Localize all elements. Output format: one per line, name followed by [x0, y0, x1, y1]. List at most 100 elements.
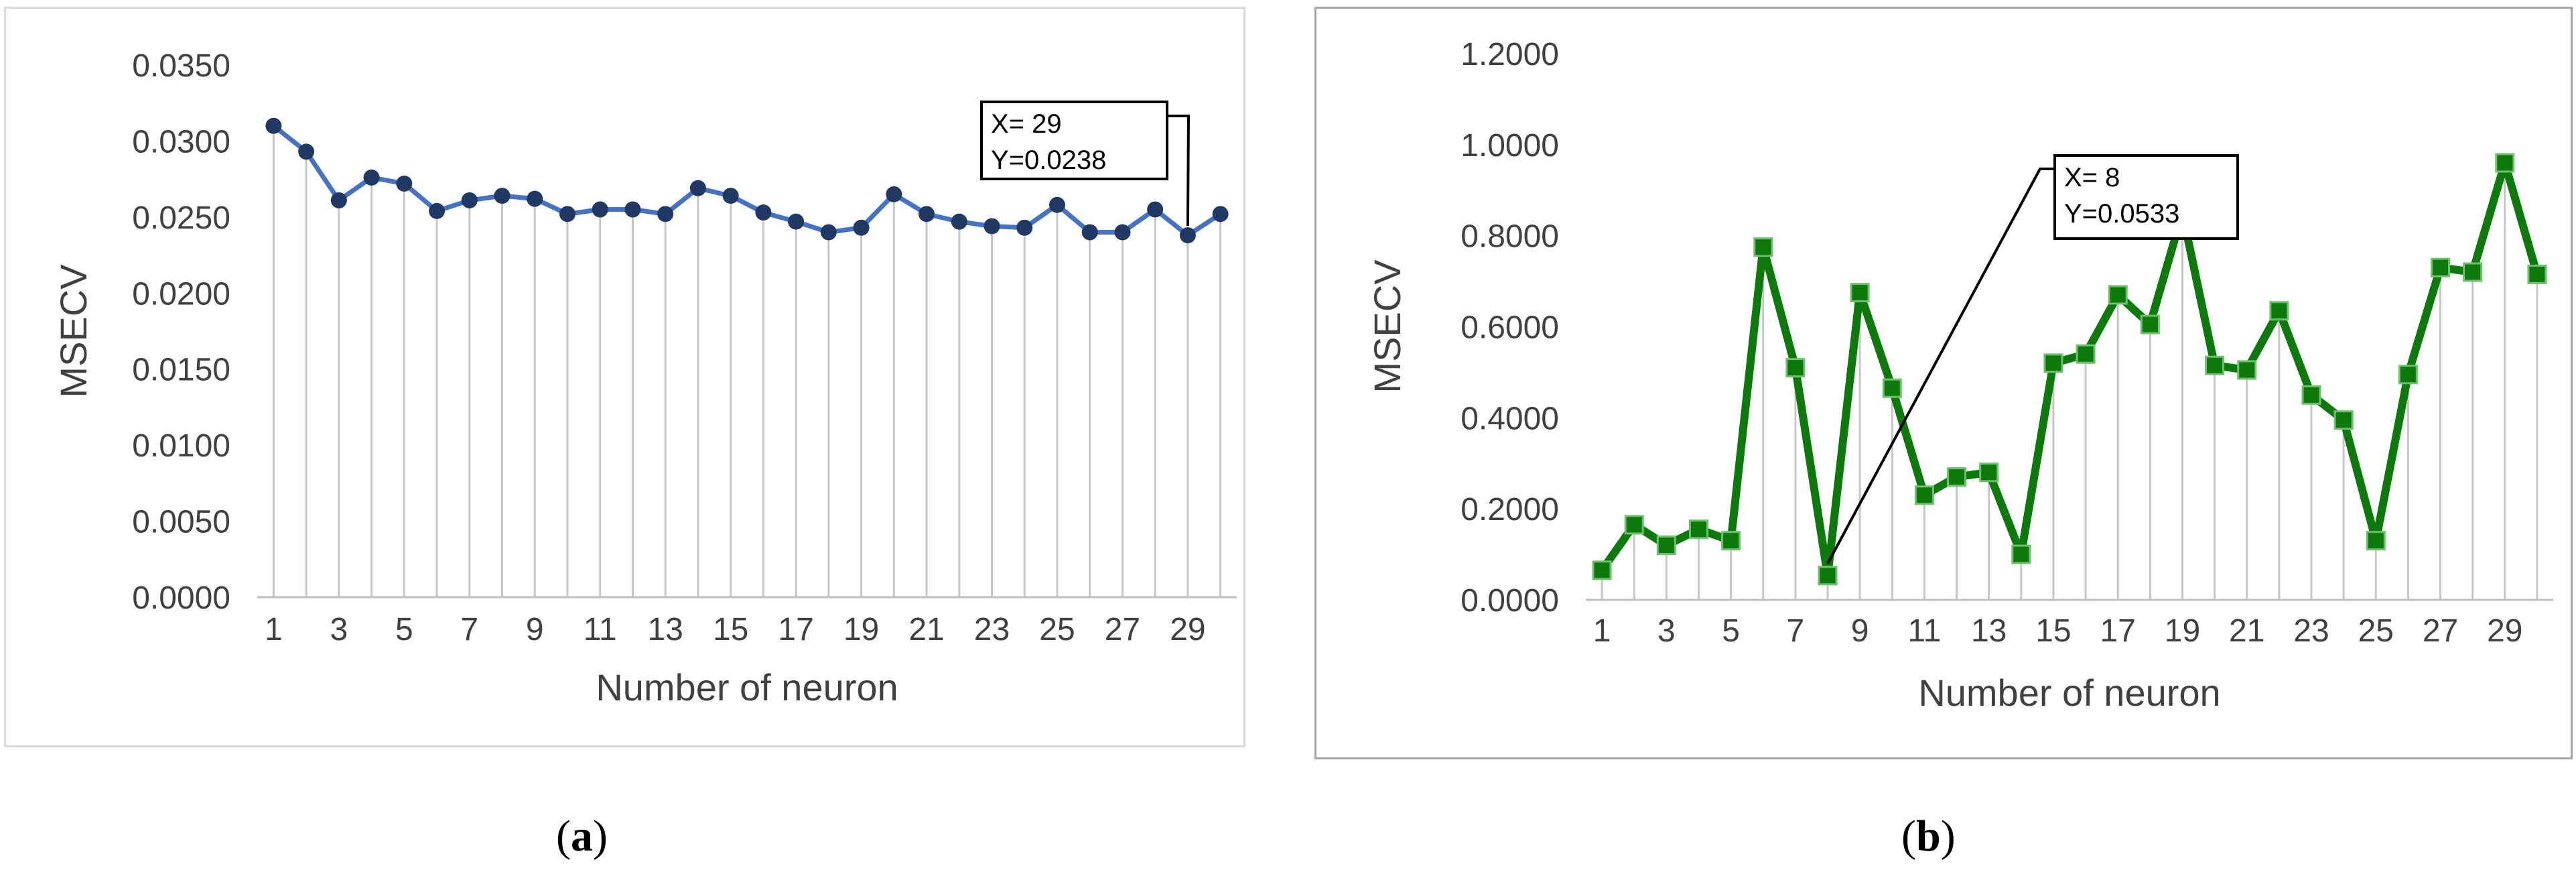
data-point: [527, 190, 543, 207]
data-point: [1979, 462, 1999, 483]
data-point: [2043, 353, 2063, 373]
data-point: [886, 186, 902, 202]
annotation-leader-line: [1167, 115, 1191, 227]
y-tick-label: 1.0000: [1461, 128, 1559, 164]
x-tick-label: 11: [1907, 613, 1941, 649]
data-point: [624, 201, 641, 218]
y-tick-label: 0.4000: [1461, 401, 1559, 436]
data-point: [788, 213, 805, 230]
data-point: [1624, 515, 1644, 535]
x-tick-label: 1: [1593, 613, 1611, 649]
y-axis-title: MSECV: [1366, 259, 1408, 393]
x-tick-label: 15: [713, 612, 748, 647]
data-point: [2076, 344, 2096, 364]
y-tick-label: 0.0050: [132, 505, 230, 540]
y-tick-label: 0.0350: [132, 48, 230, 84]
data-point: [1753, 237, 1773, 257]
data-point: [1688, 519, 1708, 540]
data-point: [951, 213, 967, 230]
annotation-leader-line: [1826, 168, 2055, 564]
x-tick-label: 25: [2358, 613, 2394, 649]
data-point: [1016, 219, 1033, 236]
data-point: [919, 206, 935, 223]
data-point: [1048, 196, 1065, 213]
data-point: [2269, 301, 2289, 321]
x-tick-label: 21: [2229, 613, 2264, 649]
x-tick-label: 1: [265, 612, 283, 647]
data-point: [1656, 536, 1676, 555]
x-tick-label: 19: [843, 612, 879, 647]
data-point: [2431, 257, 2451, 277]
data-point: [1947, 467, 1967, 487]
x-tick-label: 7: [460, 612, 478, 647]
data-point: [2011, 544, 2031, 564]
data-point: [1592, 560, 1612, 580]
data-point: [1081, 224, 1098, 241]
annotation-box: [980, 101, 1168, 180]
data-point: [429, 202, 446, 219]
y-tick-label: 0.2000: [1461, 492, 1559, 527]
data-point: [755, 204, 772, 221]
data-point: [689, 180, 706, 196]
data-point: [298, 143, 315, 160]
y-tick-label: 0.0300: [132, 124, 230, 160]
x-tick-label: 17: [778, 612, 813, 647]
annotation-y-label: Y=0.0533: [2064, 199, 2179, 229]
x-tick-label: 19: [2165, 613, 2200, 649]
data-point: [2463, 262, 2483, 282]
x-tick-label: 11: [584, 612, 617, 647]
data-point: [461, 192, 478, 208]
data-point: [722, 188, 739, 204]
x-tick-label: 3: [1657, 613, 1676, 649]
x-tick-label: 17: [2100, 613, 2136, 649]
y-tick-label: 1.2000: [1461, 37, 1559, 72]
data-point: [2366, 531, 2386, 551]
data-point: [494, 188, 511, 204]
data-point: [820, 224, 837, 241]
x-tick-label: 27: [1105, 612, 1140, 647]
y-tick-label: 0.6000: [1461, 310, 1559, 346]
series-line: [1599, 159, 2541, 580]
annotation-box: [2053, 154, 2239, 240]
data-point: [1914, 485, 1934, 505]
data-point: [2205, 355, 2225, 375]
chart-b: 0.0000 0.2000 0.4000 0.6000 0.8000 1.0000 1.20…: [1366, 37, 2553, 714]
caption-a-close: ): [592, 812, 608, 861]
x-tick-label: 15: [2035, 613, 2071, 649]
x-tick-label: 27: [2423, 613, 2458, 649]
data-point: [1818, 566, 1838, 586]
data-point: [1850, 283, 1870, 303]
data-point: [1212, 206, 1229, 223]
data-point: [1785, 358, 1806, 378]
y-tick-label: 0.0000: [132, 580, 230, 616]
caption-a: (a): [556, 811, 608, 862]
y-tick-label: 0.0000: [1461, 583, 1559, 619]
data-point: [559, 206, 575, 223]
chart-panel-b: 0.0000 0.2000 0.4000 0.6000 0.8000 1.0000 1.20…: [1314, 7, 2573, 759]
x-tick-label: 5: [1722, 613, 1740, 649]
data-point: [330, 192, 347, 208]
x-axis-title: Number of neuron: [596, 666, 898, 708]
x-tick-label: 21: [908, 612, 944, 647]
caption-b-close: ): [1940, 812, 1956, 861]
data-point: [592, 201, 608, 218]
data-point: [2301, 385, 2321, 405]
x-tick-label: 23: [2293, 613, 2329, 649]
data-point: [2527, 264, 2547, 284]
x-tick-label: 29: [1170, 612, 1205, 647]
x-tick-label: 13: [647, 612, 683, 647]
x-tick-label: 5: [395, 612, 413, 647]
data-point: [363, 169, 380, 186]
data-point: [853, 219, 870, 236]
x-tick-label: 23: [974, 612, 1010, 647]
data-point: [984, 218, 1000, 235]
y-tick-label: 0.8000: [1461, 219, 1559, 255]
annotation-x-label: X= 8: [2064, 163, 2120, 192]
chart-panel-a: 0.0000 0.0050 0.0100 0.0150 0.0200 0.0250 0.03…: [4, 7, 1245, 747]
y-tick-label: 0.0150: [132, 353, 230, 388]
caption-b-open: (: [1901, 812, 1916, 861]
data-point: [2108, 285, 2128, 305]
annotation-x-label: X= 29: [991, 109, 1062, 139]
x-tick-label: 7: [1787, 613, 1805, 649]
chart-a: 0.0000 0.0050 0.0100 0.0150 0.0200 0.0250 0.03…: [52, 48, 1237, 708]
